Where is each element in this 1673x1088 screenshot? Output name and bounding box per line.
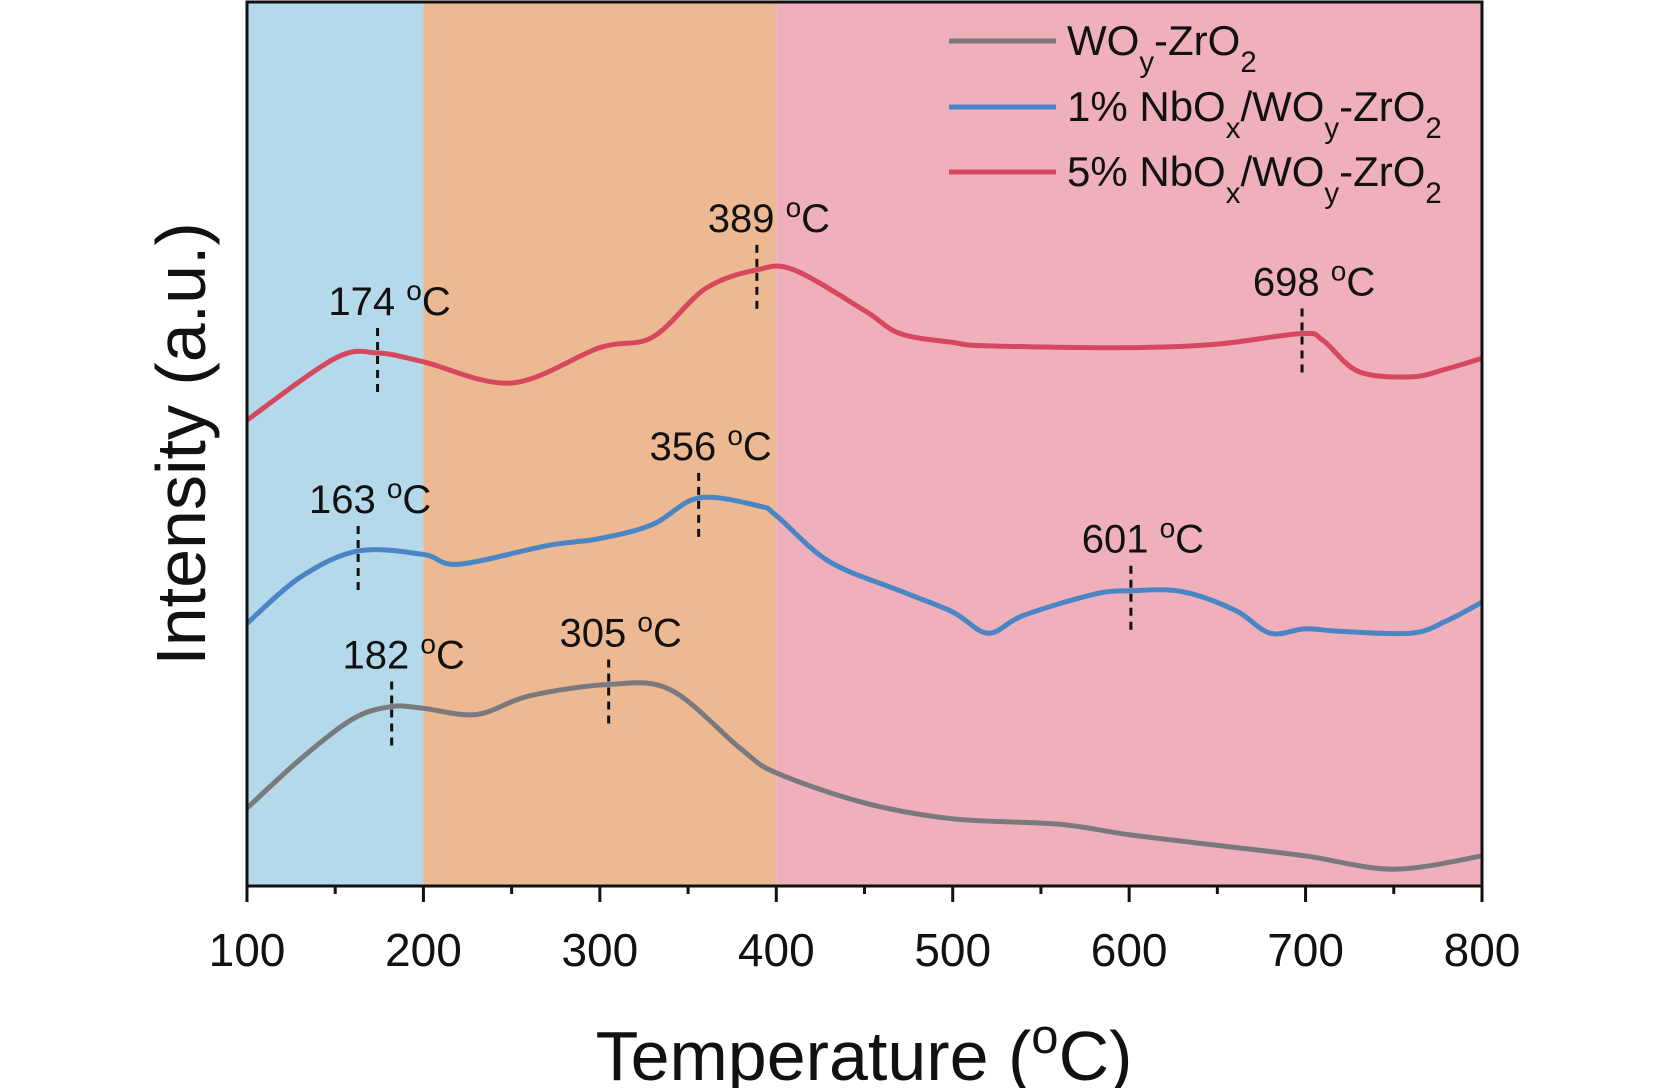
x-tick-label: 700 bbox=[1267, 924, 1344, 976]
x-tick-label: 800 bbox=[1444, 924, 1521, 976]
series-curves bbox=[245, 263, 1484, 872]
legend-item: 5% NbOx/WOy-ZrO2 bbox=[949, 148, 1442, 210]
x-axis-title: Temperature (oC) bbox=[596, 1010, 1133, 1088]
y-axis-title: Intensity (a.u.) bbox=[142, 222, 220, 666]
legend-item: WOy-ZrO2 bbox=[949, 17, 1257, 79]
region-200-400 bbox=[423, 2, 777, 886]
peak-label: 356 oC bbox=[649, 419, 771, 469]
peak-label: 174 oC bbox=[328, 274, 450, 324]
legend-label: 5% NbOx/WOy-ZrO2 bbox=[1067, 148, 1442, 210]
x-tick-label: 300 bbox=[561, 924, 638, 976]
peak-label: 601 oC bbox=[1082, 512, 1204, 562]
temperature-regions bbox=[247, 2, 1482, 886]
region-100-200 bbox=[247, 2, 424, 886]
peak-label: 163 oC bbox=[309, 472, 431, 522]
peak-label: 389 oC bbox=[708, 191, 830, 241]
x-tick-label: 100 bbox=[209, 924, 286, 976]
peak-annotations: 182 oC 305 oC 163 oC 356 oC 601 oC 174 oC 389 … bbox=[309, 191, 1375, 749]
legend-label: 1% NbOx/WOy-ZrO2 bbox=[1067, 83, 1442, 145]
region-400-800 bbox=[776, 2, 1482, 886]
peak-label: 305 oC bbox=[560, 606, 682, 656]
series-line-2 bbox=[245, 263, 1483, 423]
legend-item: 1% NbOx/WOy-ZrO2 bbox=[949, 83, 1442, 145]
x-tick-label: 400 bbox=[738, 924, 815, 976]
x-tick-label: 500 bbox=[914, 924, 991, 976]
peak-label: 698 oC bbox=[1253, 255, 1375, 305]
x-tick-label: 200 bbox=[385, 924, 462, 976]
series-line-1 bbox=[245, 494, 1484, 637]
peak-label: 182 oC bbox=[343, 628, 465, 678]
x-axis-ticks: 100 200 300 400 500 600 700 800 bbox=[209, 886, 1521, 976]
x-tick-label: 600 bbox=[1091, 924, 1168, 976]
legend-label: WOy-ZrO2 bbox=[1067, 17, 1257, 79]
series-line-0 bbox=[245, 680, 1483, 872]
